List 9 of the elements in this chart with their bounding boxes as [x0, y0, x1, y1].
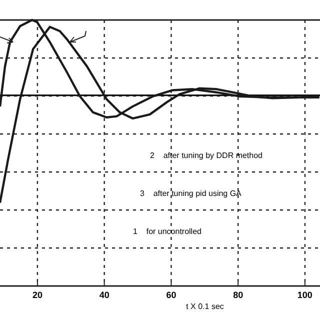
- x-tick-label: 40: [99, 290, 110, 300]
- x-tick-label: 100: [297, 290, 312, 300]
- annotation: 2 after tuning by DDR method: [150, 151, 262, 160]
- x-tick-label: 80: [233, 290, 244, 300]
- x-axis-title: t X 0.1 sec: [186, 302, 224, 311]
- x-tick-label: 60: [166, 290, 176, 300]
- annotation: 3 after tuning pid using GA: [140, 189, 242, 198]
- x-tick-label: 20: [32, 290, 42, 300]
- annotation: 1 for uncontrolled: [133, 227, 202, 236]
